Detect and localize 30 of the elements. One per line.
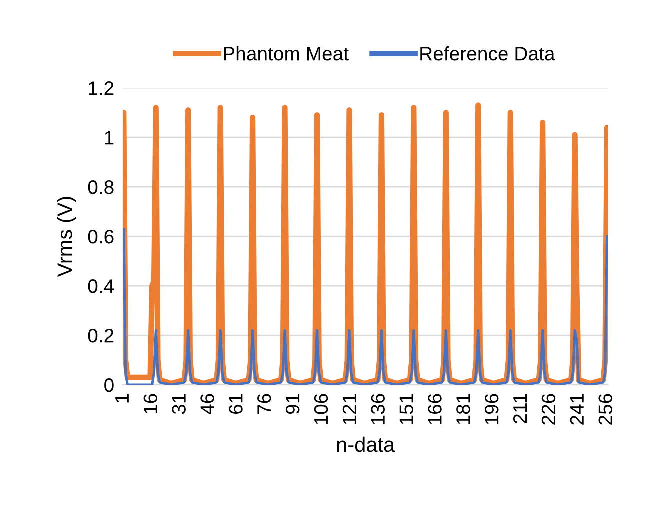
y-tick-label: 0.2 (88, 328, 114, 343)
y-axis-title: Vrms (V) (57, 197, 76, 278)
y-tick-label: 0 (104, 378, 114, 392)
x-tick-label: 196 (484, 394, 499, 424)
y-tick-label: 0.8 (88, 180, 114, 194)
x-tick-label: 106 (314, 394, 328, 424)
legend-label: Reference Data (420, 46, 556, 61)
y-tick-label: 1 (105, 131, 114, 145)
x-tick-label: 226 (542, 394, 556, 425)
x-tick-label: 151 (400, 394, 414, 424)
x-tick-label: 1 (116, 394, 129, 403)
x-tick-label: 16 (144, 394, 158, 414)
x-tick-label: 31 (172, 394, 186, 414)
legend-label: Phantom Meat (224, 46, 349, 61)
y-tick-label: 1.2 (89, 82, 114, 96)
x-tick-label: 61 (229, 394, 243, 414)
x-tick-label: 166 (428, 394, 442, 424)
x-axis-title: n-data (337, 436, 396, 452)
x-tick-label: 241 (570, 394, 584, 425)
y-tick-label: 0.4 (88, 279, 114, 294)
line-series (122, 228, 608, 386)
x-tick-label: 46 (200, 394, 214, 415)
x-tick-label: 211 (513, 394, 527, 424)
x-tick-label: 91 (286, 394, 300, 414)
x-tick-label: 136 (371, 394, 386, 424)
x-tick-label: 76 (258, 394, 272, 414)
x-tick-label: 256 (598, 394, 612, 425)
y-tick-label: 0.6 (88, 230, 114, 244)
x-tick-label: 121 (342, 394, 356, 424)
x-tick-label: 181 (456, 394, 470, 424)
